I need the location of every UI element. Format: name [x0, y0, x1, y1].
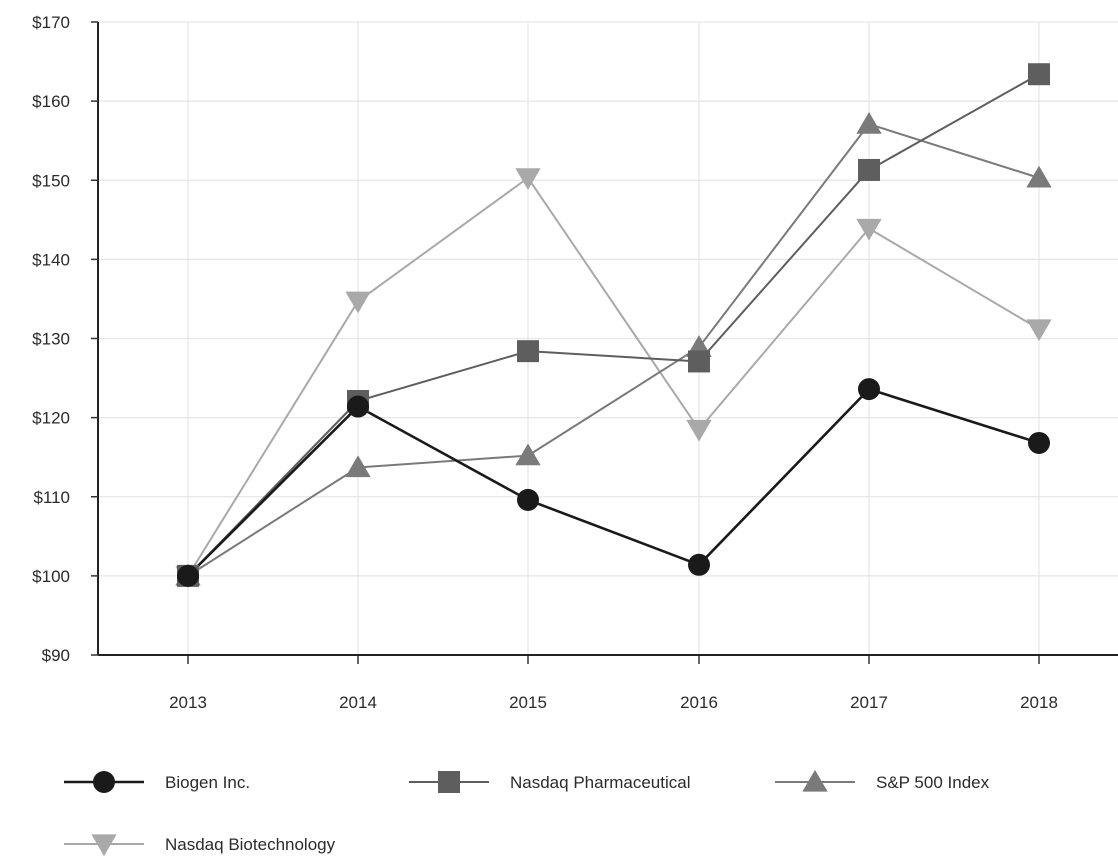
- series-line-nasdaq-pharmaceutical: [187, 73, 1040, 577]
- x-tick-label: 2016: [680, 693, 718, 712]
- data-point-biogen-inc: [517, 488, 539, 511]
- data-point-nasdaq-biotechnology: [856, 218, 882, 241]
- series-line-nasdaq-biotechnology: [187, 176, 1040, 577]
- y-tick-label: $170: [32, 13, 70, 32]
- data-point-nasdaq-biotechnology: [1026, 319, 1052, 342]
- y-tick-label: $120: [32, 409, 70, 428]
- data-point-sandp-500-index: [345, 455, 371, 478]
- data-point-sandp-500-index: [856, 111, 882, 134]
- legend-marker-circle: [93, 771, 115, 793]
- data-point-nasdaq-biotechnology: [345, 291, 371, 314]
- legend-label: S&P 500 Index: [876, 773, 990, 792]
- legend-item-sandp-500-index: S&P 500 Index: [775, 769, 990, 792]
- series-lines: [187, 73, 1040, 577]
- axes: [91, 21, 1118, 664]
- x-tick-label: 2014: [339, 693, 377, 712]
- series-markers: [175, 63, 1052, 588]
- legend-label: Nasdaq Pharmaceutical: [510, 773, 690, 792]
- legend-marker-triangle-up: [802, 769, 828, 792]
- data-point-nasdaq-pharmaceutical: [688, 350, 710, 373]
- y-tick-labels: $90 $100 $110 $120 $130 $140 $150 $160 $170: [32, 13, 70, 665]
- x-tick-label: 2018: [1020, 693, 1058, 712]
- legend-label: Nasdaq Biotechnology: [165, 835, 336, 854]
- data-point-sandp-500-index: [515, 443, 541, 466]
- x-tick-label: 2013: [169, 693, 207, 712]
- y-tick-label: $150: [32, 171, 70, 190]
- y-tick-label: $160: [32, 92, 70, 111]
- y-tick-label: $140: [32, 250, 70, 269]
- data-point-nasdaq-pharmaceutical: [1028, 63, 1050, 86]
- series-line-biogen-inc: [187, 387, 1040, 577]
- legend-item-nasdaq-pharmaceutical: Nasdaq Pharmaceutical: [409, 771, 690, 793]
- data-point-biogen-inc: [347, 395, 369, 418]
- legend-label: Biogen Inc.: [165, 773, 250, 792]
- data-point-nasdaq-biotechnology: [515, 168, 541, 190]
- x-tick-label: 2017: [850, 693, 888, 712]
- data-point-biogen-inc: [177, 564, 199, 587]
- data-point-biogen-inc: [688, 553, 710, 576]
- data-point-biogen-inc: [858, 378, 880, 401]
- legend-marker-triangle-down: [91, 834, 117, 857]
- data-point-nasdaq-biotechnology: [686, 419, 712, 442]
- y-tick-label: $90: [42, 646, 70, 665]
- legend-item-biogen-inc: Biogen Inc.: [64, 771, 250, 793]
- data-point-nasdaq-pharmaceutical: [858, 158, 880, 181]
- legend-item-nasdaq-biotechnology: Nasdaq Biotechnology: [64, 834, 336, 857]
- y-tick-label: $110: [33, 488, 70, 507]
- data-point-sandp-500-index: [1026, 165, 1052, 188]
- data-point-biogen-inc: [1028, 431, 1050, 454]
- x-tick-labels: 2013 2014 2015 2016 2017 2018: [169, 693, 1058, 712]
- data-point-nasdaq-pharmaceutical: [517, 340, 539, 363]
- x-tick-label: 2015: [509, 693, 547, 712]
- legend: Biogen Inc. Nasdaq Pharmaceutical S&P 500 …: [64, 769, 990, 857]
- series-line-sandp-500-index: [187, 123, 1040, 577]
- y-tick-label: $130: [32, 330, 70, 349]
- legend-marker-square: [438, 771, 460, 793]
- y-tick-label: $100: [32, 567, 70, 586]
